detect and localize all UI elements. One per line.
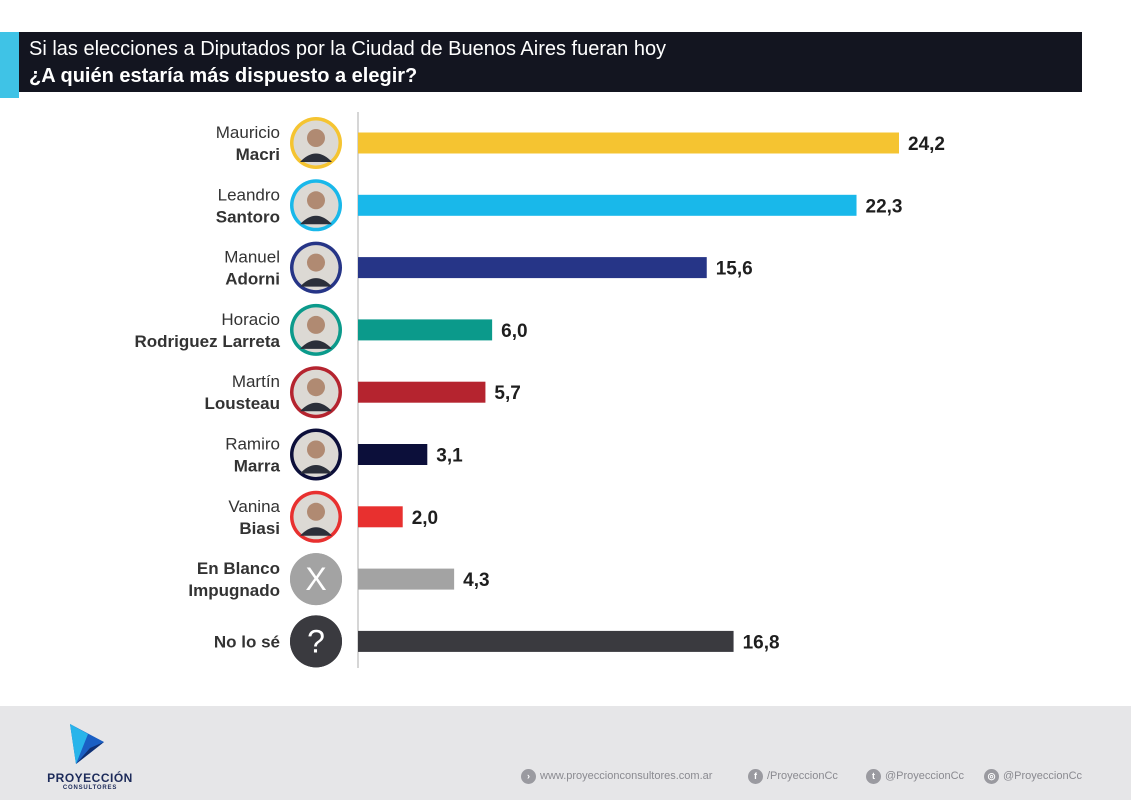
website-text: www.proyeccionconsultores.com.ar [540,770,713,782]
category-last-3: Rodriguez Larreta [135,332,281,351]
brand-subtitle: CONSULTORES [62,785,118,791]
value-label-8: 16,8 [743,632,780,653]
category-first-4: Martín [232,372,280,391]
instagram-icon: ◎ [984,768,999,784]
bar-6 [358,506,403,528]
avatar-body-0 [300,153,332,162]
bar-3 [358,319,493,341]
avatar-body-2 [300,278,332,287]
avatar-body-4 [300,402,332,412]
category-last-5: Marra [234,457,281,476]
avatar-face-5 [307,440,325,459]
category-first-5: Ramiro [225,435,280,454]
bar-4 [358,381,486,403]
category-first-2: Manuel [224,248,280,267]
facebook-icon: f [748,768,763,784]
category-last-1: Santoro [216,207,280,226]
twitter-icon: t [866,768,881,784]
header-accent [0,32,19,98]
avatar-face-4 [307,378,325,397]
category-first-0: Mauricio [216,123,280,142]
facebook-link[interactable]: f /ProyeccionCc [748,767,838,785]
avatar-body-6 [300,527,332,536]
value-label-6: 2,0 [412,508,438,529]
header-banner: Si las elecciones a Diputados por la Ciu… [0,32,1082,98]
value-label-1: 22,3 [866,196,903,217]
question-icon [290,615,342,668]
bar-chart: 24,2 Mauricio Macri 22,3 Leandro Santoro 15,6 M… [135,112,945,668]
twitter-link[interactable]: t @ProyeccionCc [866,767,964,785]
instagram-link[interactable]: ◎ @ProyeccionCc [984,767,1082,785]
bar-7 [358,568,455,590]
category-last-0: Macri [236,145,280,164]
facebook-text: /ProyeccionCc [767,770,838,782]
avatar-face-2 [307,253,325,272]
bar-1 [358,194,857,216]
avatar-face-0 [307,129,325,147]
value-label-5: 3,1 [436,446,463,467]
category-last-8: No lo sé [214,632,280,651]
brand-name: PROYECCIÓN [47,771,133,785]
brand-logo: PROYECCIÓN CONSULTORES [40,718,140,798]
category-last-7: Impugnado [188,581,280,600]
web-icon: › [521,768,536,784]
x-icon [290,553,342,606]
bar-2 [358,257,707,279]
instagram-text: @ProyeccionCc [1003,770,1083,782]
chart-subtitle: ¿A quién estaría más dispuesto a elegir? [29,65,418,87]
play-logo-icon [70,724,104,764]
bar-0 [358,132,899,154]
value-label-0: 24,2 [908,134,945,155]
category-last-2: Adorni [225,270,280,289]
footer: PROYECCIÓN CONSULTORES › www.proyeccionc… [0,706,1131,800]
avatar-glyph-8: ? [307,623,325,659]
avatar-glyph-7: X [305,561,326,597]
avatar-body-5 [300,465,332,474]
chart-title: Si las elecciones a Diputados por la Ciu… [29,38,667,60]
avatar-face-3 [307,315,325,334]
avatar-body-1 [300,215,332,225]
value-label-3: 6,0 [501,321,527,342]
avatar-face-1 [307,191,325,210]
category-first-7: En Blanco [197,559,280,578]
value-label-7: 4,3 [463,570,489,591]
twitter-text: @ProyeccionCc [885,770,965,782]
category-last-6: Biasi [239,519,280,538]
bar-8 [358,630,734,652]
website-link[interactable]: › www.proyeccionconsultores.com.ar [521,767,712,785]
category-first-3: Horacio [221,310,280,329]
bar-5 [358,444,428,465]
avatar-body-3 [300,340,332,349]
avatar-face-6 [307,502,325,521]
value-label-4: 5,7 [494,383,520,404]
category-first-1: Leandro [218,185,280,204]
value-label-2: 15,6 [716,259,753,280]
category-last-4: Lousteau [204,394,280,413]
category-first-6: Vanina [228,497,280,516]
